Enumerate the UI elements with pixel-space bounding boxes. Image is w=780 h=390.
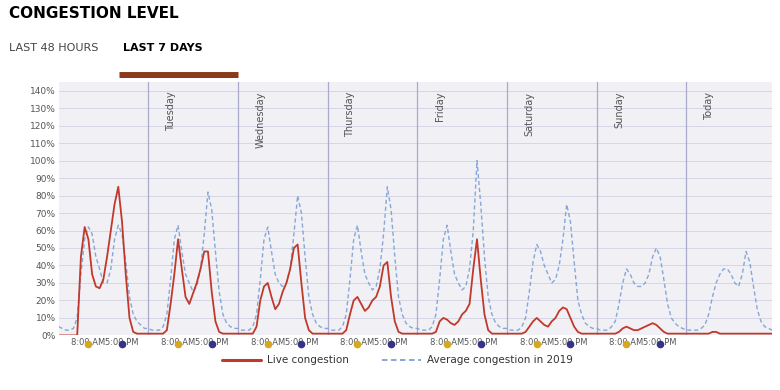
Text: Tuesday: Tuesday: [165, 92, 176, 131]
Text: Thursday: Thursday: [345, 92, 355, 137]
Text: Saturday: Saturday: [524, 92, 534, 135]
Text: Friday: Friday: [434, 92, 445, 121]
Text: Wednesday: Wednesday: [255, 92, 265, 148]
Text: LAST 7 DAYS: LAST 7 DAYS: [123, 43, 203, 53]
Text: LAST 48 HOURS: LAST 48 HOURS: [9, 43, 99, 53]
Text: Live congestion: Live congestion: [267, 355, 349, 365]
Text: Average congestion in 2019: Average congestion in 2019: [427, 355, 573, 365]
Text: Today: Today: [704, 92, 714, 119]
Text: CONGESTION LEVEL: CONGESTION LEVEL: [9, 6, 179, 21]
Text: Sunday: Sunday: [614, 92, 624, 128]
